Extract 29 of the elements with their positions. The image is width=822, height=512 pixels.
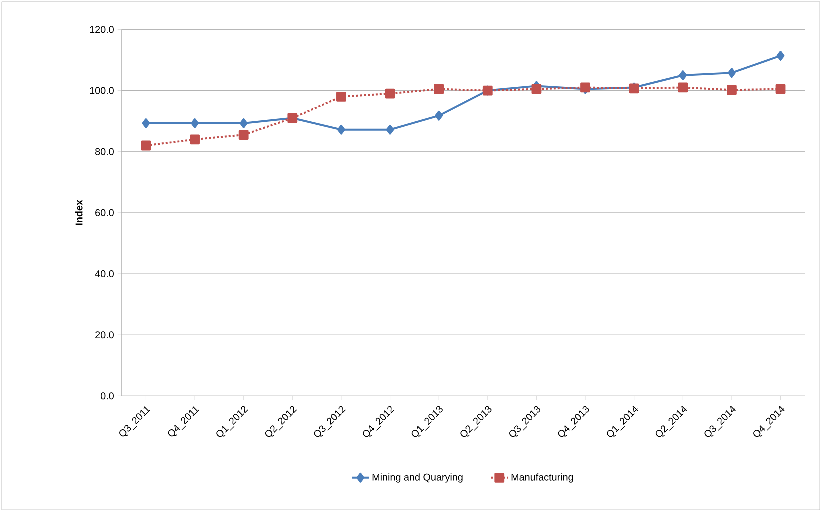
point [338,124,346,135]
y-tick-label: 80.0 [96,148,114,156]
point [141,140,152,151]
point [142,118,150,128]
y-tick-label: 60.0 [96,209,114,216]
point [238,130,249,140]
point [191,118,199,128]
y-tick-label: 20.0 [96,332,114,339]
point [385,88,396,99]
y-tick-label: 100.0 [90,87,114,94]
point [190,134,200,145]
point [435,110,444,121]
point [776,51,785,61]
y-tick-label: 120.0 [90,26,114,34]
y-tick-label: 40.0 [95,270,114,278]
point [678,82,688,93]
point [336,92,346,102]
point [532,84,542,94]
point [240,118,248,128]
point [434,84,444,94]
point [727,85,737,96]
point [728,68,736,78]
point [679,70,688,80]
legend-label: Mining and Quarying [372,474,463,483]
y-axis-title: Index [76,200,83,226]
point [776,84,786,94]
point [386,124,394,135]
legend-label: Manufacturing [512,474,574,483]
y-tick-label: 0.0 [100,392,114,400]
